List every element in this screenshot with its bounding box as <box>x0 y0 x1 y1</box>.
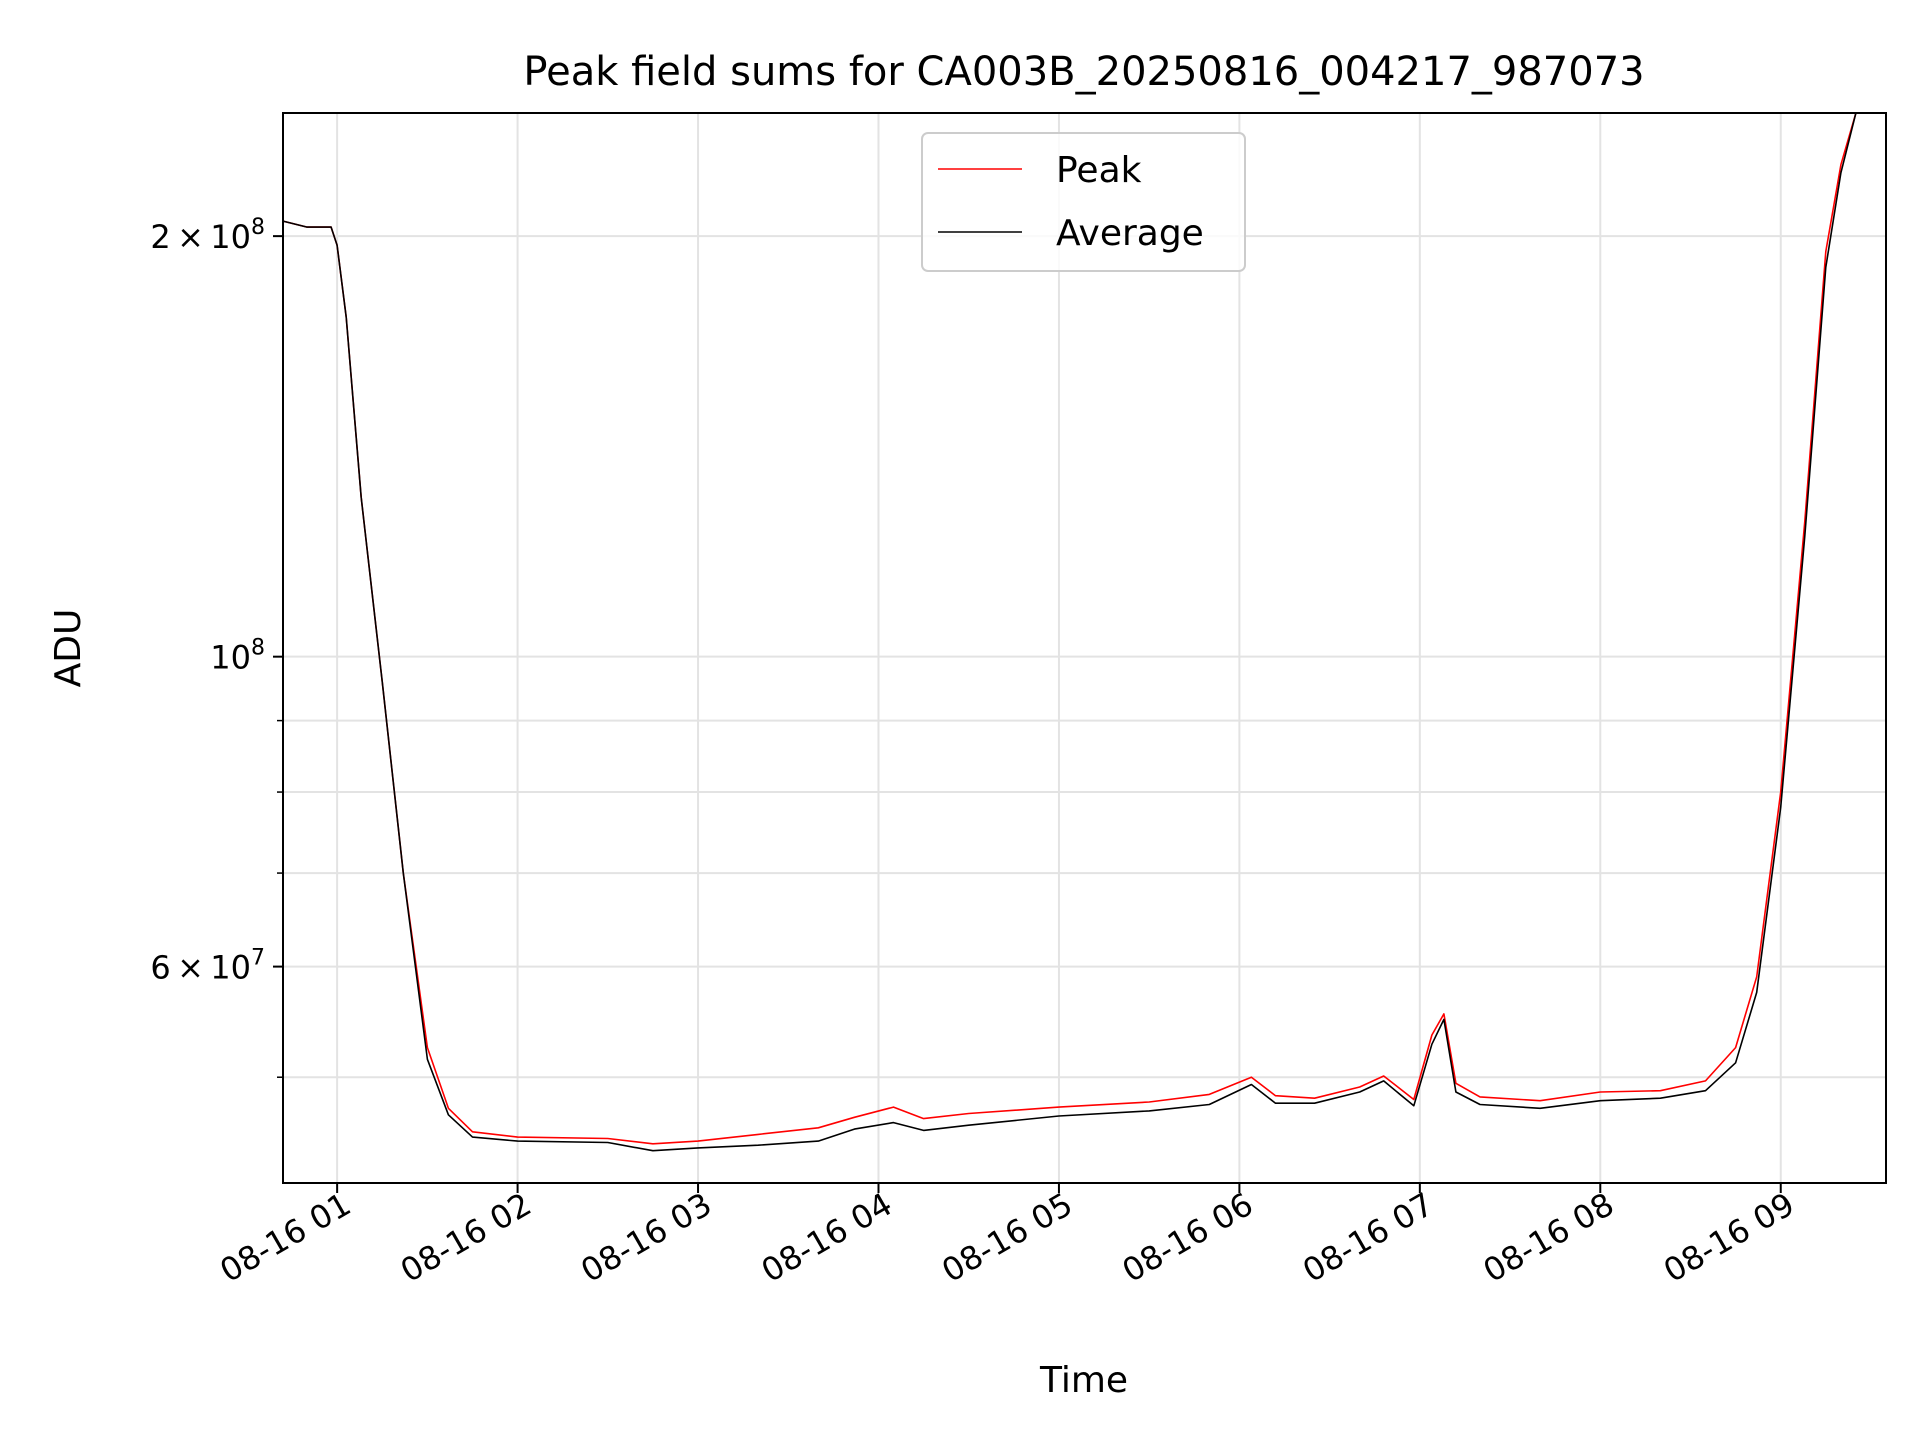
chart-title: Peak field sums for CA003B_20250816_0042… <box>523 49 1644 95</box>
y-tick-label: 6 × 107 <box>150 946 265 987</box>
grid <box>283 113 1886 1183</box>
x-axis-label: Time <box>1039 1360 1128 1401</box>
y-tick-label: 108 <box>210 636 265 677</box>
y-axis-ticks: 6 × 107 108 2 × 108 <box>150 215 283 1078</box>
legend-label-peak: Peak <box>1056 150 1142 191</box>
y-tick-label: 2 × 108 <box>150 215 265 256</box>
legend-box <box>921 132 1246 272</box>
plot-frame <box>282 112 1887 1184</box>
legend-label-average: Average <box>1056 213 1204 254</box>
y-axis-label: ADU <box>48 609 89 688</box>
legend: Peak Average <box>921 132 1246 272</box>
series-line-average <box>282 112 1857 1152</box>
plot-lines <box>282 112 1857 1152</box>
